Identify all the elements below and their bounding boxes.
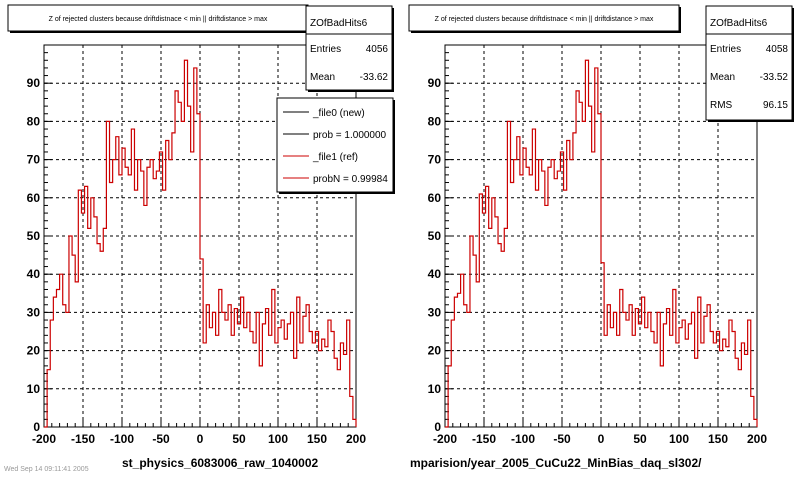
histogram-series xyxy=(445,59,758,428)
y-tick-label: 20 xyxy=(27,344,41,358)
histogram-pad-1: -200 -150 -100 -50 0 50 100 150 200 0 10 20 30 40 50 60… xyxy=(7,4,395,446)
y-tick-label: 50 xyxy=(27,229,41,243)
stats-value: 96.15 xyxy=(763,100,788,111)
y-tick-label: 80 xyxy=(27,114,41,128)
y-tick-label: 60 xyxy=(27,191,41,205)
x-tick-label: 200 xyxy=(747,432,767,446)
x-tick-label: 0 xyxy=(598,432,605,446)
stats-key: RMS xyxy=(710,100,733,111)
x-tick-label: -100 xyxy=(110,432,134,446)
x-tick-label: -150 xyxy=(472,432,496,446)
x-tick-label: 0 xyxy=(197,432,204,446)
x-tick-label: 200 xyxy=(346,432,366,446)
legend-box xyxy=(276,97,394,193)
stats-key: Mean xyxy=(710,72,735,83)
y-tick-label: 30 xyxy=(27,305,41,319)
title-box xyxy=(7,4,309,32)
legend-label: _file0 (new) xyxy=(312,108,365,119)
y-tick-label: 20 xyxy=(428,344,442,358)
footer-timestamp: Wed Sep 14 09:11:41 2005 xyxy=(4,466,89,473)
stats-key: Entries xyxy=(310,44,341,55)
y-tick-label: 50 xyxy=(428,229,442,243)
legend-label: prob = 1.000000 xyxy=(313,130,387,141)
x-tick-label: -100 xyxy=(511,432,535,446)
y-tick-label: 30 xyxy=(428,305,442,319)
x-tick-label: 100 xyxy=(669,432,689,446)
x-tick-label: 150 xyxy=(708,432,728,446)
stats-name: ZOfBadHits6 xyxy=(310,18,368,29)
histogram-series xyxy=(44,59,357,428)
legend-label: _file1 (ref) xyxy=(312,152,358,163)
y-tick-label: 40 xyxy=(27,267,41,281)
chart-title: Z of rejected clusters because driftdist… xyxy=(435,16,654,23)
x-tick-label: -50 xyxy=(553,432,571,446)
y-tick-label: 90 xyxy=(428,76,442,90)
chart-title: Z of rejected clusters because driftdist… xyxy=(49,16,268,23)
x-tick-label: -50 xyxy=(152,432,170,446)
y-tick-label: 10 xyxy=(27,382,41,396)
x-tick-label: 50 xyxy=(633,432,647,446)
stats-box xyxy=(305,5,393,91)
right-pad-label: mparision/year_2005_CuCu22_MinBias_daq_s… xyxy=(410,456,702,470)
x-tick-label: 100 xyxy=(268,432,288,446)
y-tick-label: 90 xyxy=(27,76,41,90)
y-tick-label: 0 xyxy=(434,420,441,434)
left-pad-label: st_physics_6083006_raw_1040002 xyxy=(122,456,319,470)
histogram-pad-2: -200 -150 -100 -50 0 50 100 150 200 0 10 20 30 40 50 60… xyxy=(408,4,794,446)
y-tick-label: 60 xyxy=(428,191,442,205)
y-tick-label: 70 xyxy=(27,153,41,167)
legend-label: probN = 0.99984 xyxy=(313,174,388,185)
y-tick-label: 80 xyxy=(428,114,442,128)
stats-key: Entries xyxy=(710,44,741,55)
stats-value: -33.62 xyxy=(360,72,389,83)
x-tick-label: -150 xyxy=(71,432,95,446)
stats-value: -33.52 xyxy=(760,72,789,83)
stats-key: Mean xyxy=(310,72,335,83)
stats-name: ZOfBadHits6 xyxy=(710,18,768,29)
y-tick-label: 0 xyxy=(33,420,40,434)
x-tick-label: -200 xyxy=(32,432,56,446)
legend: _file0 (new) prob = 1.000000 _file1 (ref) p… xyxy=(276,97,395,194)
x-tick-label: -200 xyxy=(433,432,457,446)
stats-box xyxy=(705,5,793,121)
y-tick-label: 40 xyxy=(428,267,442,281)
stats-value: 4056 xyxy=(366,44,389,55)
stats-value: 4058 xyxy=(766,44,789,55)
y-tick-label: 10 xyxy=(428,382,442,396)
x-tick-label: 150 xyxy=(307,432,327,446)
title-box xyxy=(408,4,680,32)
y-tick-label: 70 xyxy=(428,153,442,167)
x-tick-label: 50 xyxy=(232,432,246,446)
